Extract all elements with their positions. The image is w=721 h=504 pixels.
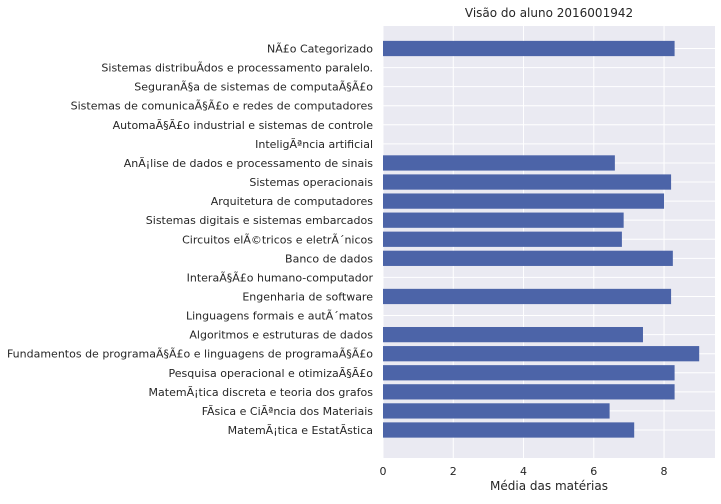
category-label: Sistemas operacionais — [249, 176, 373, 189]
category-label: Linguagens formais e autÃ´matos — [186, 310, 373, 323]
category-label: InteraÃ§Ã£o humano-computador — [187, 271, 374, 284]
bar — [383, 384, 675, 400]
category-label: Sistemas digitais e sistemas embarcados — [146, 214, 373, 227]
bar — [383, 40, 675, 57]
category-label: InteligÃªncia artificial — [255, 138, 373, 151]
bar — [383, 403, 610, 419]
category-label: MatemÃ¡tica discreta e teoria dos grafos — [149, 386, 374, 399]
bar — [383, 250, 673, 266]
bar — [383, 346, 700, 362]
category-label: Arquitetura de computadores — [211, 195, 373, 208]
x-tick-label: 6 — [590, 465, 597, 478]
x-tick-labels: 0 2 4 6 8 — [380, 465, 668, 478]
category-label: Engenharia de software — [242, 290, 373, 303]
category-label: Fundamentos de programaÃ§Ã£o e linguagen… — [7, 348, 373, 361]
bar — [383, 231, 622, 247]
category-label: Banco de dados — [285, 252, 373, 265]
category-label: Sistemas distribuÃ­dos e processamento p… — [101, 62, 373, 75]
category-labels: NÃ£o Categorizado Sistemas distribuÃ­dos … — [7, 43, 374, 438]
bar — [383, 422, 635, 438]
bar — [383, 155, 615, 171]
bar — [383, 212, 624, 228]
chart-title: Visão do aluno 2016001942 — [465, 6, 633, 20]
x-tick-label: 8 — [661, 465, 668, 478]
bar — [383, 365, 675, 381]
category-label: Sistemas de comunicaÃ§Ã£o e redes de com… — [71, 100, 374, 113]
category-label: AutomaÃ§Ã£o industrial e sistemas de con… — [113, 119, 374, 132]
category-label: SeguranÃ§a de sistemas de computaÃ§Ã£o — [134, 81, 373, 94]
x-tick-label: 0 — [380, 465, 387, 478]
category-label: NÃ£o Categorizado — [267, 43, 373, 56]
x-tick-label: 2 — [450, 465, 457, 478]
x-tick-label: 4 — [520, 465, 527, 478]
category-label: AnÃ¡lise de dados e processamento de sin… — [124, 157, 374, 170]
category-label: Algoritmos e estruturas de dados — [189, 329, 373, 342]
bar — [383, 326, 643, 343]
category-label: Circuitos elÃ©tricos e eletrÃ´nicos — [182, 233, 373, 246]
category-label: FÃ­sica e CiÃªncia dos Materiais — [202, 405, 374, 418]
category-label: MatemÃ¡tica e EstatÃ­stica — [228, 424, 373, 437]
bars — [383, 40, 700, 438]
bar — [383, 193, 665, 209]
bar — [383, 174, 672, 190]
category-label: Pesquisa operacional e otimizaÃ§Ã£o — [169, 367, 374, 380]
x-axis-title: Média das matérias — [490, 479, 608, 493]
bar — [383, 288, 672, 305]
